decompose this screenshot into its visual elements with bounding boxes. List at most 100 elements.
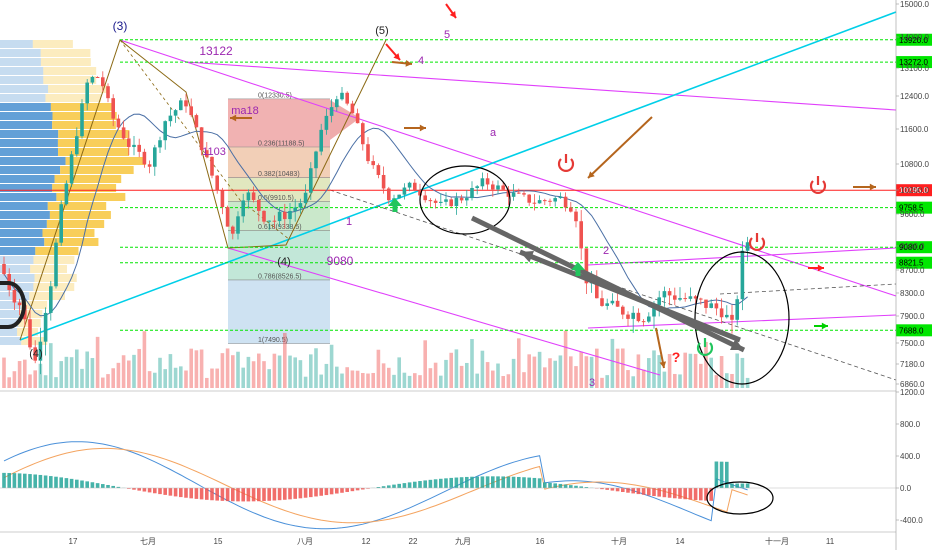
candle-body: [64, 183, 69, 205]
volume-bar: [210, 368, 214, 388]
brown-arrow-head: [405, 60, 412, 67]
histogram-bar: [199, 488, 204, 500]
volume-bar: [132, 354, 136, 388]
volume-bar: [387, 367, 391, 388]
histogram-bar: [647, 488, 651, 496]
y-tick-label: 15000.0: [900, 0, 929, 9]
histogram-bar: [314, 488, 318, 497]
histogram-bar: [153, 488, 157, 494]
candle-body: [517, 192, 521, 194]
volume-bar: [688, 353, 693, 388]
y-tick-label: 10200.0: [900, 186, 929, 195]
volume-bar: [142, 331, 147, 388]
fib-label: 0.236(11188.5): [258, 141, 304, 148]
fib-arrow: [330, 100, 360, 140]
candle-body: [673, 295, 677, 300]
volume-bar: [314, 348, 318, 388]
histogram-bar: [184, 488, 188, 498]
histogram-bar: [527, 477, 531, 488]
candle-body: [116, 118, 121, 128]
volume-bar: [106, 374, 110, 388]
volume-bar: [527, 354, 531, 388]
candle-body: [402, 187, 407, 195]
vp-bar-blue: [0, 121, 53, 129]
vp-bar-yellow: [29, 292, 65, 300]
green-up-arrow-stem: [392, 206, 398, 212]
price-label: 7688.0: [899, 326, 924, 335]
histogram-bar: [376, 487, 381, 488]
circle-annotation: [419, 165, 511, 235]
candle-body: [142, 151, 147, 165]
price-levels: 13920.0 13272.0 10195.0 9758.5 9080.0 8821.5 7…: [0, 33, 932, 337]
candle-body: [262, 210, 266, 222]
vp-bar-blue: [0, 40, 33, 48]
histogram-bar: [522, 477, 526, 488]
vp-bar-yellow: [46, 220, 105, 228]
candle-body: [553, 198, 557, 202]
brown-arrow: [587, 116, 653, 179]
volume-bar: [595, 348, 599, 388]
histogram-bar: [657, 488, 661, 497]
candle-body: [709, 303, 713, 308]
vp-bar-blue: [0, 76, 44, 84]
histogram-bar: [64, 478, 69, 488]
candle-body: [584, 248, 589, 284]
histogram-bar: [407, 482, 412, 488]
price-label: 9080.0: [899, 243, 924, 252]
candle-body: [12, 289, 17, 303]
annotation-text: (4): [29, 348, 42, 360]
histogram-bar: [537, 478, 542, 488]
volume-bar: [49, 343, 53, 388]
candle-body: [433, 200, 438, 203]
candle-body: [225, 207, 230, 227]
annotation-text: ?: [672, 349, 681, 365]
histogram-bar: [2, 472, 6, 488]
vp-bar-blue: [0, 202, 48, 210]
vp-bar-yellow: [52, 121, 116, 129]
histogram-bar: [210, 488, 214, 501]
candle-body: [522, 193, 526, 195]
macd-tick-label: 400.0: [900, 452, 921, 461]
x-tick-label: 12: [362, 537, 371, 546]
candle-body: [418, 190, 422, 196]
volume-bar: [470, 339, 474, 388]
candle-body: [241, 200, 245, 217]
price-label: 9758.5: [899, 204, 924, 213]
grey-arrow: [519, 249, 741, 343]
histogram-bar: [288, 488, 292, 500]
annotation-text: (4): [277, 256, 290, 268]
candle-body: [511, 192, 516, 197]
candle-body: [43, 312, 48, 342]
vp-bar-blue: [0, 220, 47, 228]
vp-bar-blue: [0, 256, 34, 264]
candle-body: [662, 291, 667, 298]
price-label-bg: [896, 56, 932, 69]
volume-bar: [475, 373, 479, 388]
annotation-text: (3): [113, 19, 128, 33]
vp-bar-blue: [0, 139, 58, 147]
volume-bar: [231, 355, 235, 388]
histogram-bar: [465, 476, 469, 488]
volume-bar: [683, 352, 687, 388]
candle-body: [298, 203, 303, 208]
macd-panel: [0, 390, 896, 530]
volume-bar: [116, 362, 121, 388]
vp-bar-yellow: [52, 184, 117, 192]
volume-bar: [2, 357, 6, 388]
histogram-bar: [579, 486, 583, 488]
histogram-bar: [366, 488, 370, 489]
histogram-bar: [392, 484, 396, 488]
histogram-bar: [277, 488, 282, 501]
green-up-arrow: [571, 262, 585, 270]
candle-body: [189, 106, 193, 116]
histogram-bar: [688, 488, 693, 500]
volume-bar: [719, 356, 724, 388]
histogram-bar: [111, 485, 115, 488]
volume-bar: [537, 351, 542, 388]
candle-body: [59, 204, 63, 243]
y-tick-label: 10800.0: [900, 160, 929, 169]
candle-body: [257, 199, 261, 211]
y-tick-label: 9600.0: [900, 210, 925, 219]
